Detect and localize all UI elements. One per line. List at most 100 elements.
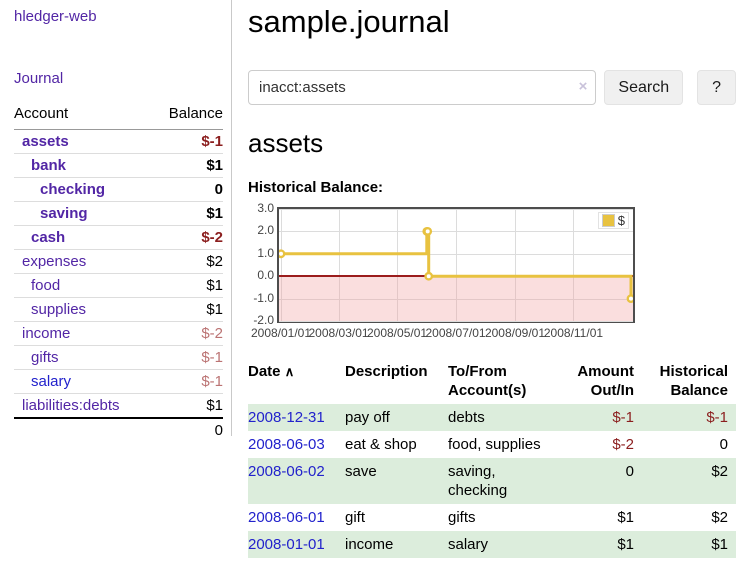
register-header-balance: Historical Balance (659, 363, 728, 399)
chart: $ 2008/01/01 2008/03/01 2008/05/01 2008/07/… (248, 201, 736, 343)
register-row: 2008-06-01 gift gifts $1 $2 (248, 504, 736, 531)
txn-date-cell: 2008-06-03 (248, 431, 345, 458)
txn-accounts: saving, checking (448, 463, 508, 499)
txn-amount: $1 (617, 536, 634, 553)
page-title: sample.journal (248, 4, 450, 39)
accounts-header-balance: Balance (152, 104, 223, 130)
txn-date-link[interactable]: 2008-06-02 (248, 463, 325, 480)
txn-amount: 0 (625, 463, 634, 480)
legend-label: $ (617, 213, 625, 228)
negative-region (279, 276, 633, 321)
account-name-cell: income (14, 321, 153, 346)
account-row: gifts $-1 (14, 345, 223, 370)
txn-description: pay off (345, 409, 390, 426)
register-tbody: 2008-12-31 pay off debts $-1 $-1 2008-06-03 ea… (248, 404, 736, 558)
account-row: food $1 (14, 273, 223, 298)
account-link-checking[interactable]: checking (40, 181, 106, 198)
y-axis-tick-label: 2.0 (257, 223, 274, 238)
sort-asc-icon: ∧ (284, 364, 295, 379)
account-link-assets[interactable]: assets (22, 133, 69, 150)
chart-gridline (279, 321, 633, 322)
account-link-income[interactable]: income (22, 325, 71, 342)
account-name-cell: gifts (14, 345, 153, 370)
y-axis-tick-label: -2.0 (253, 313, 274, 327)
account-balance: $-1 (152, 345, 223, 370)
account-row: saving $1 (14, 201, 223, 226)
account-name-cell: food (14, 273, 153, 298)
nav-journal-link[interactable]: Journal (14, 70, 64, 87)
account-row: income $-2 (14, 321, 223, 346)
account-link-bank[interactable]: bank (31, 157, 67, 174)
y-axis-tick-label: 1.0 (257, 245, 274, 260)
chart-gridline (279, 209, 633, 210)
account-balance: $1 (152, 393, 223, 419)
register-header-amount: Amount Out/In (577, 363, 634, 399)
account-row: supplies $1 (14, 297, 223, 322)
txn-date-link[interactable]: 2008-01-01 (248, 536, 325, 553)
account-name-cell: cash (14, 225, 153, 250)
account-balance: 0 (152, 177, 223, 202)
account-link-saving[interactable]: saving (40, 205, 88, 222)
account-row: cash $-2 (14, 225, 223, 250)
chart-point (626, 294, 633, 303)
register-header-date[interactable]: Date ∧ (248, 360, 345, 404)
chart-gridline (279, 253, 633, 255)
account-name-cell: checking (14, 177, 153, 202)
register-header-accounts: To/From Account(s) (448, 363, 527, 399)
chart-gridline (455, 209, 457, 321)
chart-gridline (279, 298, 633, 300)
txn-accounts: gifts (448, 509, 476, 526)
account-balance: $-2 (152, 225, 223, 250)
txn-balance: $1 (711, 536, 728, 553)
main-content: sample.journal × Search ? assets Histori… (248, 0, 736, 558)
txn-accounts: food, supplies (448, 436, 541, 453)
y-axis-tick-label: -1.0 (253, 290, 274, 305)
account-row: assets $-1 (14, 129, 223, 154)
search-button[interactable]: Search (604, 70, 684, 105)
chart-series (279, 226, 633, 303)
account-link-liabilities-debts[interactable]: liabilities:debts (22, 397, 120, 414)
register-row: 2008-06-03 eat & shop food, supplies $-2 0 (248, 431, 736, 458)
txn-amount: $-2 (612, 436, 634, 453)
chart-point (423, 226, 433, 236)
register-header-date-label: Date (248, 363, 281, 380)
account-balance: $2 (152, 249, 223, 274)
txn-description: income (345, 536, 394, 553)
txn-amount: $-1 (612, 409, 634, 426)
account-name-cell: supplies (14, 297, 153, 322)
account-name-cell: assets (14, 129, 153, 154)
account-row: salary $-1 (14, 369, 223, 394)
chart-title: Historical Balance: (248, 179, 384, 196)
account-name-cell: saving (14, 201, 153, 226)
txn-date-link[interactable]: 2008-06-01 (248, 509, 325, 526)
account-link-supplies[interactable]: supplies (31, 301, 87, 318)
account-heading: assets (248, 128, 324, 158)
txn-date-link[interactable]: 2008-12-31 (248, 409, 325, 426)
accounts-header-account: Account (14, 104, 153, 130)
accounts-total-spacer (14, 417, 153, 442)
register-row: 2008-12-31 pay off debts $-1 $-1 (248, 404, 736, 431)
account-link-cash[interactable]: cash (31, 229, 66, 246)
account-link-gifts[interactable]: gifts (31, 349, 59, 366)
txn-date-link[interactable]: 2008-06-03 (248, 436, 325, 453)
chart-point (424, 271, 434, 281)
search-input[interactable] (248, 70, 597, 105)
help-button[interactable]: ? (697, 70, 736, 105)
txn-description: save (345, 463, 377, 480)
txn-description: eat & shop (345, 436, 417, 453)
y-axis-tick-label: 3.0 (257, 201, 274, 215)
account-balance: $-1 (152, 369, 223, 394)
clear-search-icon[interactable]: × (578, 78, 588, 95)
account-link-salary[interactable]: salary (31, 373, 72, 390)
account-link-expenses[interactable]: expenses (22, 253, 87, 270)
register-row: 2008-01-01 income salary $1 $1 (248, 531, 736, 558)
account-balance: $1 (152, 153, 223, 178)
account-row: expenses $2 (14, 249, 223, 274)
account-link-food[interactable]: food (31, 277, 61, 294)
account-row: bank $1 (14, 153, 223, 178)
chart-legend: $ (597, 212, 629, 229)
brand-link[interactable]: hledger-web (14, 8, 97, 25)
txn-balance: 0 (719, 436, 728, 453)
chart-gridline (514, 209, 516, 321)
account-name-cell: bank (14, 153, 153, 178)
